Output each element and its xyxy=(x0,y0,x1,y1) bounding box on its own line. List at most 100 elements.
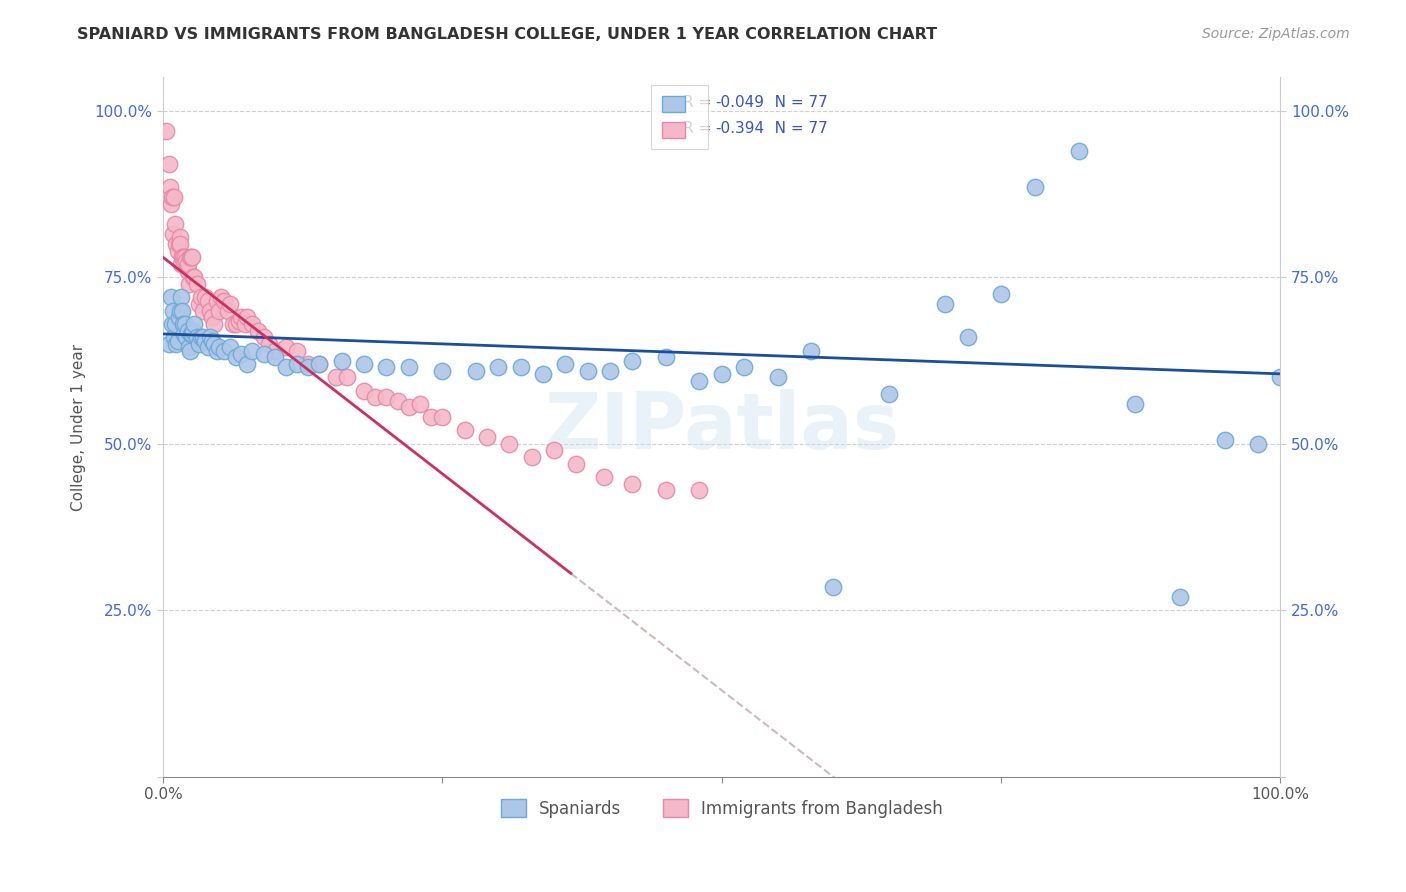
Point xyxy=(165,217,187,231)
Point xyxy=(219,297,242,311)
Point xyxy=(274,340,297,354)
Point xyxy=(166,334,188,348)
Point xyxy=(576,363,599,377)
Legend: Spaniards, Immigrants from Bangladesh: Spaniards, Immigrants from Bangladesh xyxy=(494,792,949,824)
Point xyxy=(353,357,375,371)
Point xyxy=(233,317,256,331)
Point xyxy=(800,343,823,358)
Point xyxy=(375,390,398,404)
Point xyxy=(387,393,409,408)
Point xyxy=(173,253,195,268)
Point xyxy=(398,400,420,414)
Text: R =: R = xyxy=(682,95,716,110)
Point xyxy=(297,360,319,375)
Point xyxy=(193,330,215,344)
Point xyxy=(160,317,183,331)
Point xyxy=(336,370,359,384)
Text: N = 77: N = 77 xyxy=(759,95,828,110)
Point xyxy=(353,384,375,398)
Point xyxy=(179,250,201,264)
Point xyxy=(162,227,184,241)
Text: -0.394: -0.394 xyxy=(716,120,763,136)
Point xyxy=(1270,370,1292,384)
Point xyxy=(375,360,398,375)
Point xyxy=(655,483,678,498)
Point xyxy=(169,237,191,252)
Point xyxy=(159,180,181,194)
Point xyxy=(162,303,184,318)
Point xyxy=(176,324,198,338)
Point xyxy=(176,257,198,271)
Point xyxy=(257,337,280,351)
Point xyxy=(180,326,202,341)
Point xyxy=(325,370,347,384)
Point xyxy=(956,330,979,344)
Point xyxy=(169,230,191,244)
Point xyxy=(228,313,250,327)
Point xyxy=(599,363,621,377)
Point xyxy=(531,367,554,381)
Point xyxy=(242,343,264,358)
Point xyxy=(183,317,205,331)
Point xyxy=(308,357,330,371)
Point xyxy=(475,430,498,444)
Point xyxy=(432,363,454,377)
Point xyxy=(1024,180,1046,194)
Point xyxy=(174,317,197,331)
Point xyxy=(163,330,186,344)
Point xyxy=(180,250,202,264)
Point xyxy=(165,237,187,252)
Point xyxy=(170,303,193,318)
Point xyxy=(170,250,193,264)
Point xyxy=(297,357,319,371)
Point xyxy=(934,297,956,311)
Point xyxy=(308,357,330,371)
Point xyxy=(420,410,443,425)
Point xyxy=(231,347,253,361)
Point xyxy=(1247,437,1270,451)
Point xyxy=(274,360,297,375)
Point xyxy=(1123,397,1146,411)
Point xyxy=(231,310,253,325)
Point xyxy=(190,330,212,344)
Point xyxy=(205,293,228,308)
Point xyxy=(1213,434,1236,448)
Text: ZIPatlas: ZIPatlas xyxy=(544,389,900,465)
Point xyxy=(174,250,197,264)
Point xyxy=(990,287,1012,301)
Point xyxy=(157,157,180,171)
Point xyxy=(432,410,454,425)
Point xyxy=(202,317,225,331)
Point xyxy=(198,330,221,344)
Text: R =: R = xyxy=(682,120,716,136)
Point xyxy=(193,303,215,318)
Point xyxy=(176,263,198,277)
Point xyxy=(217,303,239,318)
Point xyxy=(190,290,212,304)
Point xyxy=(187,297,209,311)
Point xyxy=(197,293,219,308)
Point xyxy=(167,237,190,252)
Point xyxy=(159,197,181,211)
Point xyxy=(263,343,285,358)
Point xyxy=(565,457,588,471)
Point xyxy=(181,326,204,341)
Point xyxy=(464,363,486,377)
Point xyxy=(766,370,789,384)
Point xyxy=(710,367,733,381)
Point xyxy=(170,257,193,271)
Point xyxy=(263,350,285,364)
Point xyxy=(285,343,308,358)
Point xyxy=(197,340,219,354)
Point xyxy=(167,310,190,325)
Point xyxy=(173,326,195,341)
Point xyxy=(252,347,274,361)
Point xyxy=(209,290,232,304)
Point xyxy=(621,353,644,368)
Point xyxy=(186,277,208,291)
Point xyxy=(194,290,217,304)
Point xyxy=(246,324,269,338)
Point xyxy=(177,277,200,291)
Point xyxy=(177,340,200,354)
Point xyxy=(398,360,420,375)
